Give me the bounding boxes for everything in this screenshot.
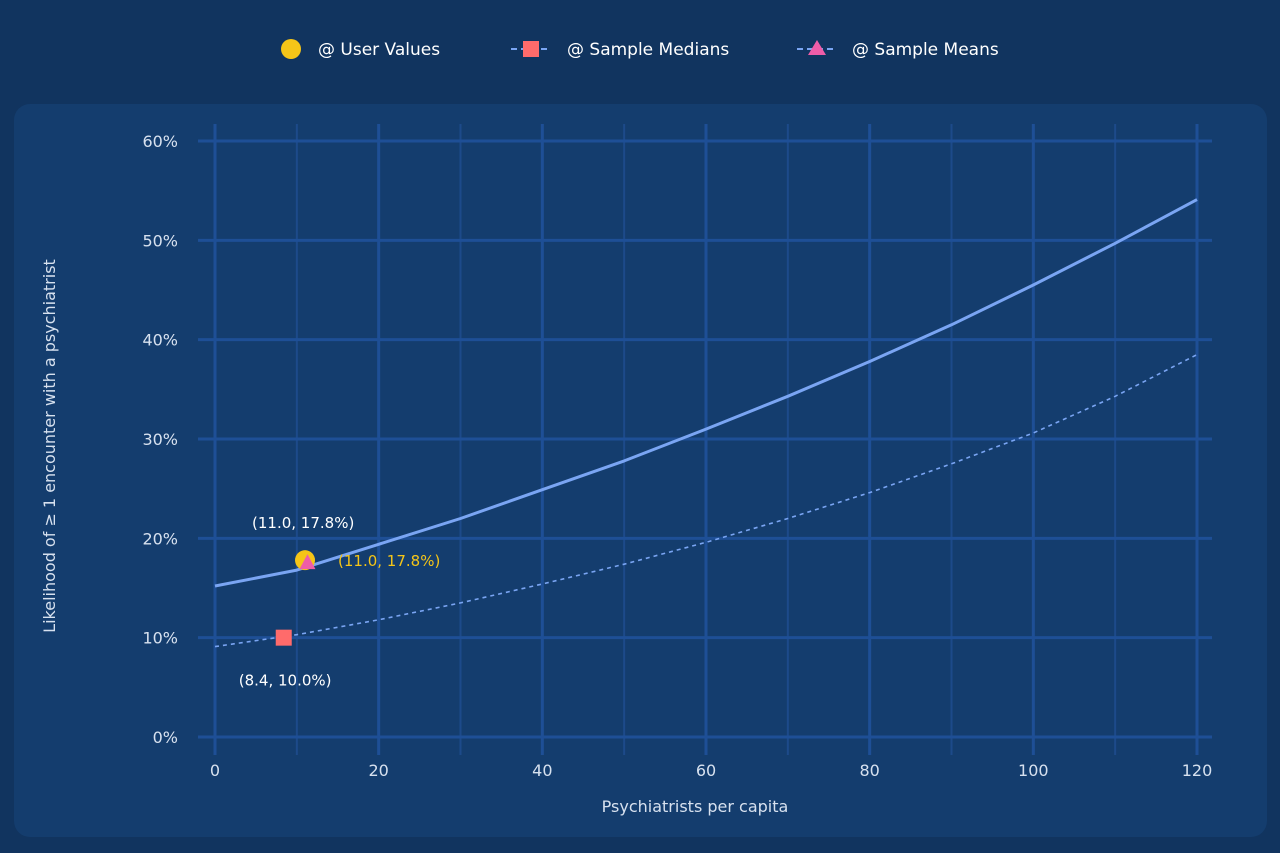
y-tick-label: 20%: [142, 529, 178, 548]
y-tick-label: 50%: [142, 231, 178, 250]
y-tick-label: 10%: [142, 629, 178, 648]
y-tick-label: 30%: [142, 430, 178, 449]
legend-item-sample-medians[interactable]: @ Sample Medians: [511, 40, 729, 60]
series-layer: [214, 198, 1198, 648]
points-layer: [275, 550, 316, 646]
circle-marker-icon: [281, 39, 301, 59]
y-tick-label: 40%: [142, 331, 178, 350]
annotations-layer: (11.0, 17.8%) (11.0, 17.8%) (8.4, 10.0%): [239, 514, 441, 689]
square-marker-dashed-icon: [511, 41, 551, 57]
solid-curve: [214, 198, 1198, 588]
x-axis-title: Psychiatrists per capita: [602, 797, 789, 816]
legend: @ User Values @ Sample Medians @ Sample …: [281, 39, 999, 60]
legend-label-sample-means: @ Sample Means: [852, 40, 999, 60]
legend-item-sample-means[interactable]: @ Sample Means: [797, 40, 999, 60]
x-tick-label: 120: [1182, 761, 1213, 780]
sample-mean-annotation: (11.0, 17.8%): [338, 552, 440, 570]
x-tick-label: 0: [210, 761, 220, 780]
x-tick-label: 60: [696, 761, 716, 780]
y-tick-label: 60%: [142, 132, 178, 151]
user-value-annotation: (11.0, 17.8%): [252, 514, 354, 532]
x-tick-label: 80: [859, 761, 879, 780]
sample-median-point[interactable]: [275, 629, 292, 646]
sample-median-annotation: (8.4, 10.0%): [239, 672, 332, 690]
sample-mean-point[interactable]: [299, 554, 316, 570]
y-axis-title: Likelihood of ≥ 1 encounter with a psych…: [40, 259, 59, 633]
triangle-marker-dashed-icon: [797, 40, 837, 55]
x-tick-label: 20: [368, 761, 388, 780]
plot-panel: [14, 104, 1267, 837]
x-tick-label: 100: [1018, 761, 1049, 780]
y-tick-label: 0%: [153, 728, 178, 747]
legend-label-sample-medians: @ Sample Medians: [567, 40, 729, 60]
ticks-layer: 0 20 40 60 80 100 120 0% 10% 20% 30% 40% 50% 60%: [142, 132, 1212, 780]
grid: [198, 124, 1212, 755]
x-tick-label: 40: [532, 761, 552, 780]
legend-label-user-values: @ User Values: [318, 40, 440, 60]
legend-item-user-values[interactable]: @ User Values: [281, 39, 440, 60]
